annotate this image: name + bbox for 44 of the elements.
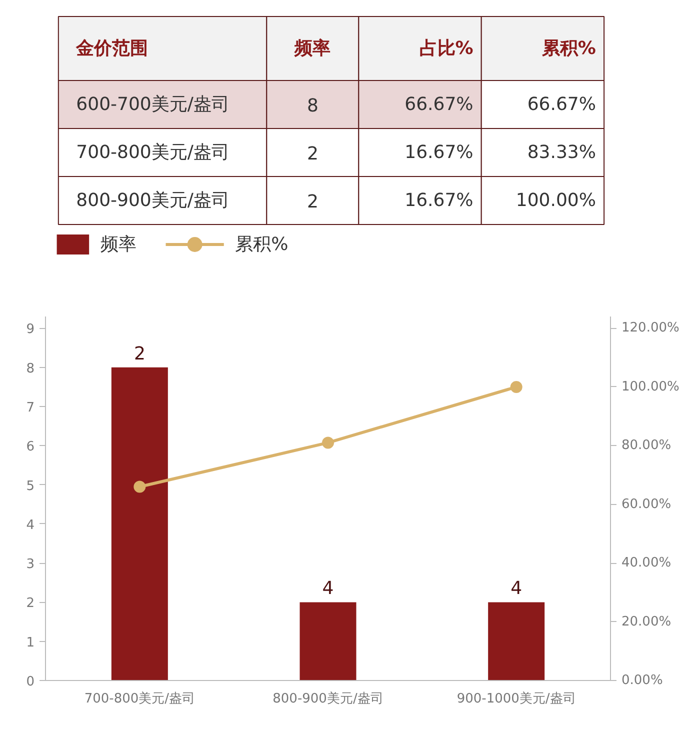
x-tick-label: 700-800美元/盎司 (84, 690, 196, 706)
y2-tick-label: 80.00% (622, 438, 672, 454)
y2-tick-label: 40.00% (622, 556, 672, 571)
x-tick-label: 800-900美元/盎司 (272, 690, 384, 706)
text: 16.67% (404, 190, 474, 211)
y-tick-label: 2 (26, 596, 35, 612)
text: 700-800美元/盎司 (76, 142, 230, 163)
y-tick-label: 1 (26, 635, 35, 650)
annotation: 4 (322, 578, 334, 600)
y-tick-label: 6 (26, 440, 35, 455)
text: 8 (306, 96, 318, 116)
text: 累积% (540, 38, 596, 59)
y2-tick-label: 20.00% (622, 614, 672, 630)
point (322, 436, 334, 449)
text: 600-700美元/盎司 (76, 94, 230, 115)
text: 83.33% (527, 142, 596, 163)
y-tick-label: 7 (26, 400, 35, 416)
y2-tick-label: 0.00% (622, 673, 663, 688)
text: 2 (306, 192, 318, 212)
y-tick-label: 9 (26, 322, 35, 338)
y-tick-label: 3 (26, 557, 35, 572)
text: 66.67% (404, 94, 474, 115)
annotation: 4 (510, 578, 522, 600)
text: 2 (306, 144, 318, 164)
legend-label: 累积% (235, 234, 288, 255)
text: 频率 (294, 38, 331, 59)
y-tick-label: 8 (26, 361, 35, 376)
y-tick-label: 4 (26, 518, 35, 533)
point (510, 380, 522, 393)
y-tick-label: 0 (26, 674, 35, 690)
annotation: 2 (134, 343, 146, 364)
text: 16.67% (404, 142, 474, 163)
y2-tick-label: 60.00% (622, 496, 672, 512)
y2-tick-label: 120.00% (622, 320, 680, 336)
y2-tick-label: 100.00% (622, 379, 680, 394)
legend-label: 频率 (100, 234, 136, 255)
text: 800-900美元/盎司 (76, 190, 230, 211)
point (134, 480, 146, 493)
text: 100.00% (516, 190, 596, 211)
text: 占比% (419, 38, 474, 59)
x-tick-label: 900-1000美元/盎司 (456, 690, 576, 706)
y-tick-label: 5 (26, 478, 35, 494)
text: 66.67% (527, 94, 596, 115)
text: 金价范围 (75, 38, 148, 59)
